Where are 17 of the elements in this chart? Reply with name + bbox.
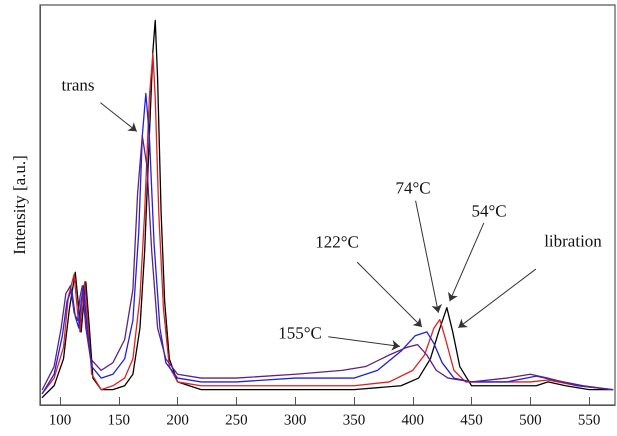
annotation: libration [544,232,602,250]
x-tick-label: 400 [402,412,424,428]
x-tick-label: 350 [342,412,366,428]
x-tick-label: 550 [578,412,600,428]
annotation: 155°C [278,324,322,342]
x-tick-label: 500 [519,412,542,428]
annotation: 122°C [315,232,359,252]
annotation: 74°C [395,178,431,198]
annotation: 54°C [471,202,507,220]
x-tick-label: 250 [225,412,248,428]
x-tick-label: 200 [166,412,189,428]
x-tick-label: 100 [48,412,72,428]
y-axis-title: Intensity [a.u.] [10,155,29,255]
x-tick-label: 450 [460,412,483,428]
annotation: trans [61,76,95,94]
x-tick-label: 300 [284,412,306,428]
x-tick-label: 150 [108,412,130,428]
